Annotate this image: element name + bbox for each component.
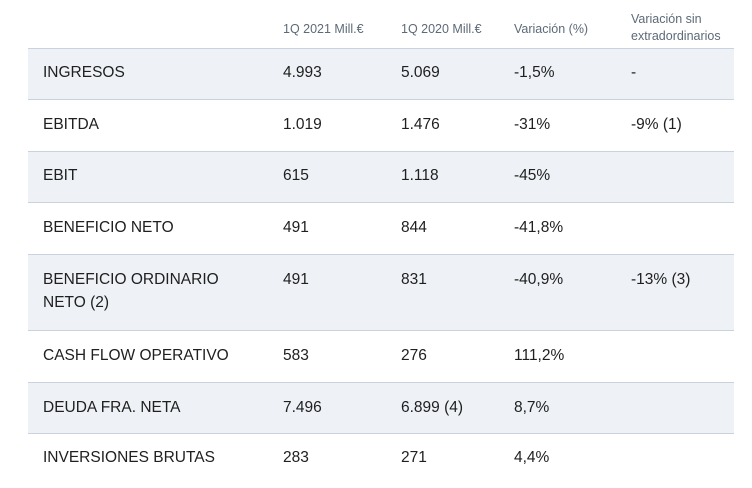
row-label-line: EBITDA [43, 116, 99, 133]
row-label-line: INGRESOS [43, 64, 125, 81]
cell-variation: 4,4% [514, 449, 550, 466]
financial-results-table: 1Q 2021 Mill.€ 1Q 2020 Mill.€ Variación … [28, 0, 734, 484]
cell-q1-2020: 844 [401, 219, 427, 236]
table-row: EBITDA 1.019 1.476 -31% -9% (1) [28, 100, 734, 152]
table-header: 1Q 2021 Mill.€ 1Q 2020 Mill.€ Variación … [28, 0, 734, 49]
table-row: EBIT 615 1.118 -45% [28, 152, 734, 203]
row-label: INGRESOS [43, 61, 125, 84]
row-label-line: INVERSIONES BRUTAS [43, 449, 215, 466]
cell-variation: -31% [514, 116, 551, 133]
cell-variation: -41,8% [514, 219, 564, 236]
cell-q1-2021: 1.019 [283, 116, 322, 133]
table-row: CASH FLOW OPERATIVO 583 276 111,2% [28, 331, 734, 383]
cell-q1-2021: 7.496 [283, 399, 322, 416]
cell-q1-2020: 271 [401, 449, 427, 466]
cell-variation: -45% [514, 167, 551, 184]
cell-q1-2020: 6.899 (4) [401, 399, 464, 416]
cell-variation: -1,5% [514, 64, 555, 81]
row-label-line: EBIT [43, 167, 78, 184]
row-label: CASH FLOW OPERATIVO [43, 344, 229, 367]
cell-q1-2021: 615 [283, 167, 309, 184]
cell-q1-2020: 1.118 [401, 167, 439, 184]
cell-q1-2020: 276 [401, 347, 427, 364]
cell-q1-2021: 4.993 [283, 64, 322, 81]
cell-q1-2020: 1.476 [401, 116, 440, 133]
row-label-line: DEUDA FRA. NETA [43, 399, 181, 416]
cell-q1-2020: 5.069 [401, 64, 440, 81]
cell-variation-ex: - [631, 64, 637, 81]
table-row: BENEFICIO NETO 491 844 -41,8% [28, 203, 734, 255]
cell-q1-2021: 491 [283, 219, 309, 236]
table-body: INGRESOS 4.993 5.069 -1,5% - EBITDA 1.019 1.476… [28, 49, 734, 484]
table-row: INGRESOS 4.993 5.069 -1,5% - [28, 49, 734, 100]
header-variation: Variación (%) [514, 22, 589, 36]
row-label: DEUDA FRA. NETA [43, 396, 181, 419]
cell-variation: -40,9% [514, 271, 564, 288]
header-variation-ex-line-2: extradordinarios [631, 29, 721, 43]
row-label: INVERSIONES BRUTAS [43, 446, 215, 469]
cell-q1-2021: 283 [283, 449, 309, 466]
header-q1-2021: 1Q 2021 Mill.€ [283, 22, 364, 36]
table-row: DEUDA FRA. NETA 7.496 6.899 (4) 8,7% [28, 383, 734, 434]
cell-q1-2021: 583 [283, 347, 309, 364]
row-label-line: CASH FLOW OPERATIVO [43, 347, 229, 364]
cell-q1-2020: 831 [401, 271, 427, 288]
row-label: EBIT [43, 164, 77, 187]
cell-variation-ex: -9% (1) [631, 116, 682, 133]
cell-variation: 111,2% [514, 347, 565, 364]
header-q1-2020: 1Q 2020 Mill.€ [401, 22, 482, 36]
row-label: BENEFICIO NETO [43, 216, 174, 239]
row-label-line: BENEFICIO NETO [43, 219, 174, 236]
header-variation-ex-line-1: Variación sin [631, 12, 702, 26]
cell-variation-ex: -13% (3) [631, 271, 691, 288]
row-label: BENEFICIO ORDINARIO NETO (2) [43, 268, 219, 314]
cell-variation: 8,7% [514, 399, 550, 416]
table-row: BENEFICIO ORDINARIO NETO (2) 491 831 -40,9% -… [28, 255, 734, 331]
row-label-line: NETO (2) [43, 294, 110, 311]
header-variation-ex: Variación sin extradordinarios [631, 11, 721, 45]
table-row: INVERSIONES BRUTAS 283 271 4,4% [28, 434, 734, 484]
cell-q1-2021: 491 [283, 271, 309, 288]
row-label-line: BENEFICIO ORDINARIO [43, 271, 219, 288]
row-label: EBITDA [43, 113, 99, 136]
